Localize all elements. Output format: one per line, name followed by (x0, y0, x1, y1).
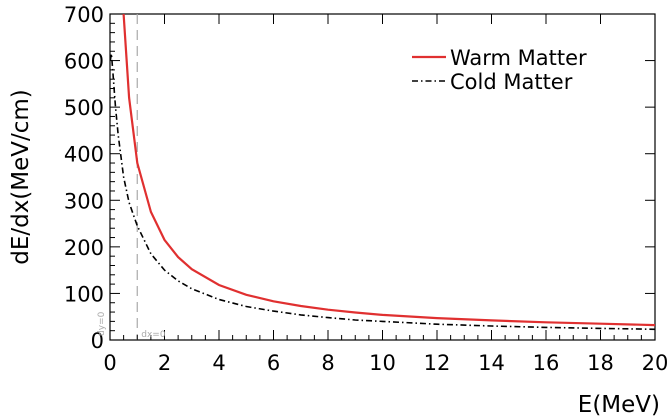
series-line-warm-matter (122, 14, 655, 327)
y-tick-label: 500 (64, 96, 104, 120)
x-tick-label: 4 (212, 351, 225, 375)
legend-label-warm-matter: Warm Matter (450, 46, 587, 70)
annotation-dx: dx=0 (141, 330, 166, 340)
series-line-cold-matter (110, 53, 655, 331)
x-tick-label: 0 (103, 351, 116, 375)
x-tick-label: 20 (642, 351, 669, 375)
legend: Warm Matter Cold Matter (410, 38, 640, 100)
x-tick-label: 16 (533, 351, 560, 375)
y-axis-title: dE/dx(MeV/cm) (8, 89, 34, 265)
x-tick-label: 10 (369, 351, 396, 375)
y-tick-label: 400 (64, 143, 104, 167)
y-tick-label: 200 (64, 236, 104, 260)
x-tick-label: 14 (478, 351, 505, 375)
x-axis-title: E(MeV) (578, 392, 660, 418)
y-tick-label: 100 (64, 282, 104, 306)
legend-label-cold-matter: Cold Matter (450, 70, 573, 94)
y-tick-label: 700 (64, 3, 104, 27)
x-tick-label: 6 (267, 351, 280, 375)
y-ticks: 0 100 200 300 400 500 600 700 (64, 3, 655, 353)
annotation-dy: dy=0 (97, 311, 107, 336)
x-tick-label: 18 (587, 351, 614, 375)
y-tick-label: 0 (91, 329, 104, 353)
legend-box (410, 38, 640, 100)
x-ticks: 0 2 4 6 8 10 12 14 16 18 20 (103, 14, 668, 375)
series-group (110, 14, 655, 331)
y-tick-label: 300 (64, 189, 104, 213)
x-tick-label: 8 (321, 351, 334, 375)
x-tick-label: 2 (158, 351, 171, 375)
x-tick-label: 12 (424, 351, 451, 375)
y-tick-label: 600 (64, 50, 104, 74)
